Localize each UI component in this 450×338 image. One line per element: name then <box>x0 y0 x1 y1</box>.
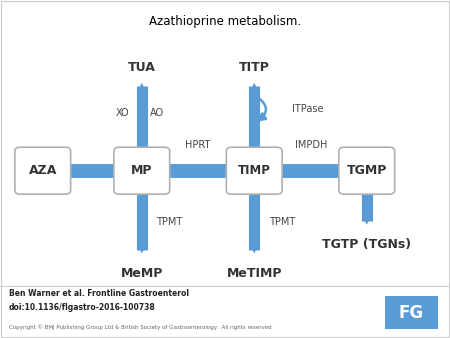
FancyBboxPatch shape <box>226 147 282 194</box>
Text: MeTIMP: MeTIMP <box>226 267 282 280</box>
FancyBboxPatch shape <box>339 147 395 194</box>
Text: TGMP: TGMP <box>346 164 387 177</box>
FancyBboxPatch shape <box>114 147 170 194</box>
Text: AZA: AZA <box>28 164 57 177</box>
Text: HPRT: HPRT <box>185 140 211 150</box>
Text: Copyright © BMJ Publishing Group Ltd & British Society of Gastroenterology.  All: Copyright © BMJ Publishing Group Ltd & B… <box>9 324 272 330</box>
Text: TITP: TITP <box>239 62 270 74</box>
Text: TUA: TUA <box>128 62 156 74</box>
Text: AO: AO <box>150 108 164 118</box>
FancyBboxPatch shape <box>385 296 438 329</box>
Text: MeMP: MeMP <box>121 267 163 280</box>
Text: TGTP (TGNs): TGTP (TGNs) <box>322 238 411 251</box>
Text: Azathioprine metabolism.: Azathioprine metabolism. <box>149 15 301 28</box>
Text: doi:10.1136/flgastro-2016-100738: doi:10.1136/flgastro-2016-100738 <box>9 303 156 312</box>
Text: TPMT: TPMT <box>269 217 295 227</box>
Text: TPMT: TPMT <box>156 217 182 227</box>
Text: ITPase: ITPase <box>292 104 324 114</box>
FancyBboxPatch shape <box>15 147 71 194</box>
Text: XO: XO <box>116 108 129 118</box>
Text: MP: MP <box>131 164 153 177</box>
Text: Ben Warner et al. Frontline Gastroenterol: Ben Warner et al. Frontline Gastroentero… <box>9 289 189 298</box>
Text: FG: FG <box>399 304 424 322</box>
Text: IMPDH: IMPDH <box>295 140 328 150</box>
Text: TIMP: TIMP <box>238 164 271 177</box>
